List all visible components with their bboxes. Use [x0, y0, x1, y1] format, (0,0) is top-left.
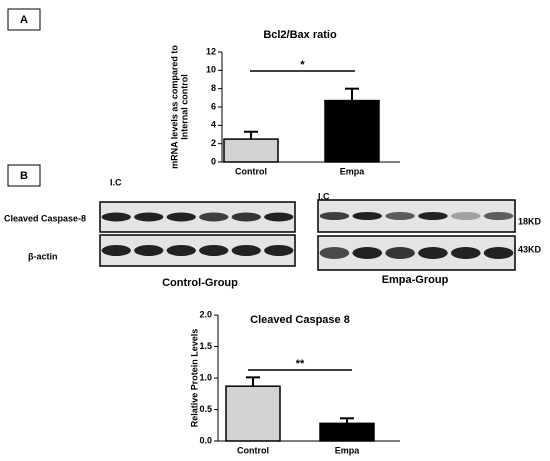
bar [324, 99, 380, 163]
blot-band [385, 212, 415, 220]
x-tick-label: Control [237, 445, 269, 455]
group-label: Empa-Group [382, 274, 449, 286]
y-tick-label: 2.0 [199, 309, 212, 319]
y-tick-label: 1.5 [199, 341, 212, 351]
y-axis-label: Relative Protein Levels [189, 329, 199, 428]
blot-band [352, 212, 383, 220]
y-tick-label: 4 [211, 120, 216, 130]
x-tick-label: Control [235, 166, 267, 176]
y-tick-label: 8 [211, 83, 216, 93]
blot-band [385, 247, 415, 259]
y-tick-label: 10 [206, 65, 216, 75]
blot-band [483, 247, 514, 259]
blot-band [264, 245, 294, 256]
blot-band [264, 212, 294, 222]
blot-image [99, 201, 296, 233]
significance-label: ** [296, 358, 305, 370]
blot-band [231, 245, 261, 256]
blot-band [101, 245, 131, 256]
chart-title: Cleaved Caspase 8 [250, 314, 350, 326]
x-tick-label: Empa [340, 166, 366, 176]
group-label: Control-Group [162, 277, 238, 289]
panel-label: B [20, 170, 28, 182]
blot-band [450, 212, 481, 220]
y-tick-label: 0 [211, 156, 216, 166]
y-tick-label: 2 [211, 138, 216, 148]
bar [225, 385, 281, 442]
blot-band [166, 212, 196, 222]
y-tick-label: 0.0 [199, 435, 212, 445]
blot-band [483, 212, 514, 220]
blot-band [319, 247, 350, 259]
blot-band [134, 212, 164, 222]
blot-band [450, 247, 481, 259]
blot-band [199, 245, 229, 256]
blot-band [231, 212, 261, 222]
blot-band [166, 245, 196, 256]
panel-box [7, 164, 41, 187]
blot-image [317, 199, 516, 233]
y-axis-label: mRNA levels as compared to [169, 45, 179, 169]
blot-image [317, 235, 516, 271]
significance-label: * [300, 59, 305, 71]
lane-label: I.C [318, 191, 330, 201]
x-tick-label: Empa [335, 445, 361, 455]
blot-band [101, 212, 131, 222]
panel-box [7, 8, 41, 31]
y-axis-label: Internal control [179, 74, 189, 140]
y-tick-label: 12 [206, 46, 216, 56]
blot-band [418, 212, 448, 220]
y-tick-label: 0.5 [199, 404, 212, 414]
y-tick-label: 1.0 [199, 372, 212, 382]
size-label: 18KD [518, 216, 542, 226]
size-label: 43KD [518, 244, 542, 254]
bar [319, 422, 375, 442]
blot-band [418, 247, 448, 259]
bar [223, 138, 279, 163]
y-tick-label: 6 [211, 101, 216, 111]
panel-label: A [20, 14, 28, 26]
blot-band [199, 212, 229, 222]
lane-label: I.C [110, 177, 122, 187]
row-label: Cleaved Caspase-8 [4, 213, 86, 223]
blot-band [352, 247, 383, 259]
blot-band [134, 245, 164, 256]
chart-title: Bcl2/Bax ratio [263, 29, 337, 41]
row-label: β-actin [28, 251, 58, 261]
blot-image [99, 234, 296, 267]
blot-band [319, 212, 350, 220]
